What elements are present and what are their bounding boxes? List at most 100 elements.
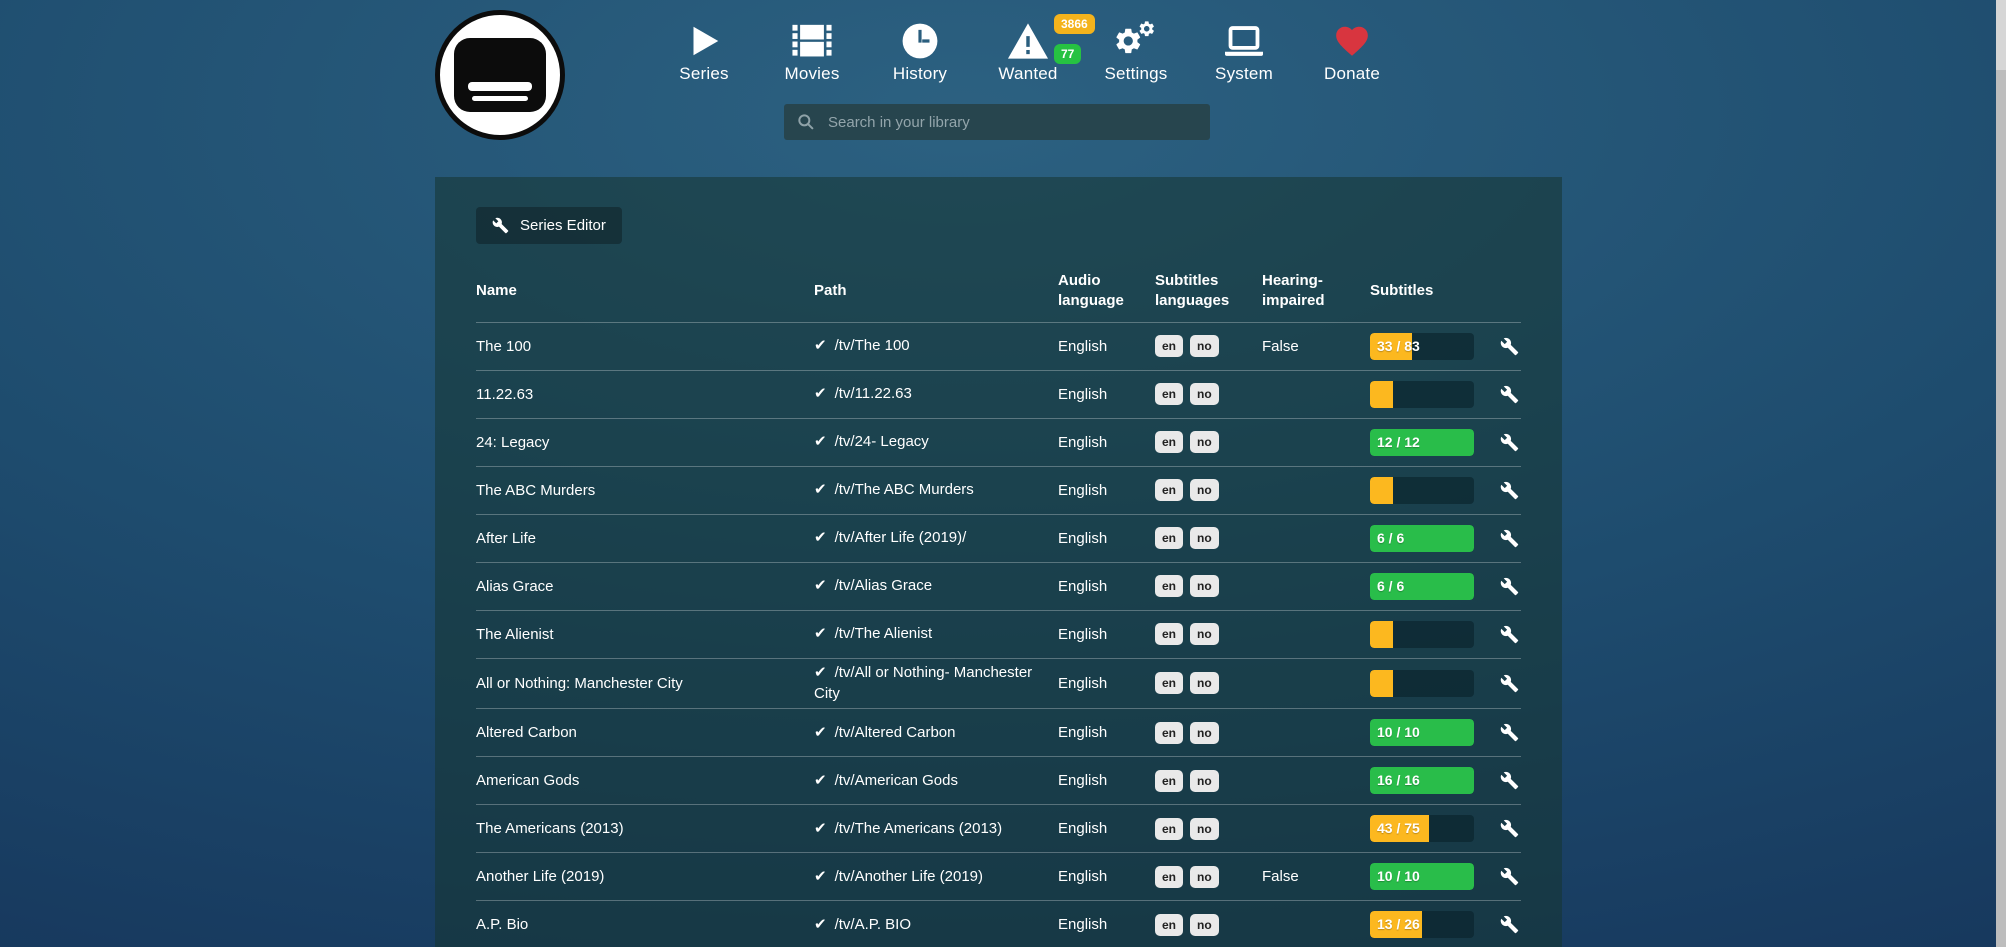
subtitle-language-badges: en no (1155, 769, 1262, 792)
subtitles-progress-label: 33 / 83 (1377, 337, 1420, 354)
nav-item-wanted[interactable]: Wanted 3866 77 (988, 14, 1095, 84)
series-name: A.P. Bio (476, 916, 529, 933)
nav-item-history[interactable]: History (880, 20, 960, 84)
edit-series-button[interactable] (1496, 670, 1522, 696)
wrench-icon (1500, 723, 1518, 742)
nav-item-donate[interactable]: Donate (1312, 20, 1392, 84)
subtitles-progress-label: 10 / 10 (1377, 868, 1420, 884)
subtitles-progress-fill (1370, 572, 1474, 600)
series-path-text: /tv/The Americans (2013) (834, 819, 1003, 837)
audio-language: English (1058, 433, 1108, 451)
series-name: The 100 (476, 337, 532, 355)
subtitles-progress-fill (1370, 428, 1474, 456)
edit-series-button[interactable] (1496, 333, 1522, 359)
edit-series-button[interactable] (1496, 621, 1522, 647)
series-path-text: /tv/Another Life (2019) (834, 867, 983, 885)
series-table-body: The 100 ✔/tv/The 100 English en no False … (476, 321, 1522, 947)
subtitles-progress-bar (1370, 669, 1474, 697)
table-row: The Americans (2013) ✔ /tv/The Americans … (476, 804, 1521, 852)
language-badge: no (1190, 769, 1219, 792)
series-path: ✔ /tv/After Life (2019)/ (814, 527, 1058, 549)
series-path-text: /tv/All or Nothing- Manchester City (814, 663, 1033, 703)
audio-language: English (1058, 337, 1108, 355)
scrollbar-thumb[interactable] (1996, 70, 2006, 947)
check-icon: ✔ (814, 663, 827, 681)
subtitles-progress-fill (1370, 815, 1430, 842)
nav-label: Settings (1104, 64, 1168, 83)
audio-language: English (1058, 529, 1108, 547)
nav-item-movies[interactable]: Movies (772, 20, 852, 84)
subtitles-progress-label: 6 / 6 (1377, 529, 1405, 546)
audio-language: English (1058, 625, 1108, 643)
edit-series-button[interactable] (1496, 768, 1522, 794)
table-row: Another Life (2019) ✔ /tv/Another Life (2… (476, 852, 1521, 900)
edit-series-button[interactable] (1496, 573, 1522, 599)
column-header-subtitles: Subtitles (1370, 282, 1434, 300)
audio-language: English (1058, 724, 1108, 741)
check-icon: ✔ (814, 723, 827, 741)
subtitles-progress-fill (1370, 767, 1474, 794)
column-header-subtitles-languages: Subtitles languages (1155, 272, 1230, 310)
series-path-text: /tv/Alias Grace (834, 577, 933, 595)
page-scrollbar[interactable] (1996, 0, 2006, 947)
series-name: All or Nothing: Manchester City (476, 674, 683, 692)
subtitles-progress-label: 16 / 16 (1377, 772, 1420, 788)
series-path: ✔ /tv/American Gods (814, 770, 1058, 792)
search-icon (798, 114, 814, 130)
edit-series-button[interactable] (1496, 525, 1522, 551)
nav-item-system[interactable]: System (1204, 20, 1284, 84)
audio-language: English (1058, 868, 1108, 885)
edit-series-button[interactable] (1496, 429, 1522, 455)
wrench-icon (1500, 674, 1518, 692)
subtitles-progress-fill (1370, 719, 1474, 746)
wrench-icon (1500, 433, 1518, 451)
series-path-text: /tv/The Alienist (834, 625, 933, 643)
edit-series-button[interactable] (1496, 864, 1522, 890)
edit-series-button[interactable] (1496, 912, 1522, 938)
language-badge: en (1155, 817, 1184, 840)
edit-series-button[interactable] (1496, 477, 1522, 503)
subtitles-progress-bar: 10 / 10 (1370, 863, 1474, 890)
wrench-icon (1500, 771, 1518, 790)
check-icon: ✔ (814, 625, 827, 643)
check-icon: ✔ (814, 433, 827, 451)
wrench-icon (1500, 577, 1518, 595)
subtitles-progress-bar (1370, 476, 1474, 504)
audio-language: English (1058, 772, 1108, 789)
subtitles-progress-fill (1370, 669, 1393, 697)
series-path: ✔ /tv/A.P. BIO (814, 914, 1058, 936)
edit-series-button[interactable] (1496, 381, 1522, 407)
subtitle-language-badges: en no (1155, 672, 1262, 695)
subtitles-progress-label: 43 / 75 (1377, 820, 1420, 836)
series-path-text: /tv/The ABC Murders (834, 481, 974, 499)
warning-triangle-icon (1007, 20, 1049, 62)
search-input[interactable] (826, 112, 1198, 132)
edit-series-button[interactable] (1496, 816, 1522, 842)
column-header-name: Name (476, 282, 517, 300)
check-icon: ✔ (814, 867, 827, 885)
language-badge: no (1190, 721, 1219, 744)
app-logo[interactable] (435, 10, 565, 140)
subtitles-progress-bar (1370, 380, 1474, 408)
wanted-badge-count: 3866 (1054, 14, 1095, 34)
wrench-icon (1500, 625, 1518, 643)
nav-item-series[interactable]: Series (664, 20, 744, 84)
library-search (784, 104, 1210, 140)
series-editor-button[interactable]: Series Editor (476, 207, 622, 244)
subtitle-language-badges: en no (1155, 527, 1262, 549)
edit-series-button[interactable] (1496, 720, 1522, 746)
table-row: The 100 ✔/tv/The 100 English en no False … (476, 321, 1522, 370)
series-path-text: /tv/American Gods (834, 771, 958, 789)
series-table: Name Path Audio language Subtitles langu… (476, 269, 1521, 947)
nav-item-settings[interactable]: Settings (1096, 20, 1176, 84)
wrench-icon (1500, 337, 1518, 355)
language-badge: en (1155, 865, 1184, 888)
subtitles-progress-label: 12 / 12 (1377, 433, 1420, 450)
check-icon: ✔ (814, 481, 827, 499)
subtitle-language-badges: en no (1155, 335, 1262, 357)
hearing-impaired-value: False (1262, 868, 1299, 885)
language-badge: no (1190, 575, 1219, 597)
subtitles-progress-label: 6 / 6 (1377, 577, 1405, 594)
subtitles-progress-fill (1370, 863, 1474, 890)
